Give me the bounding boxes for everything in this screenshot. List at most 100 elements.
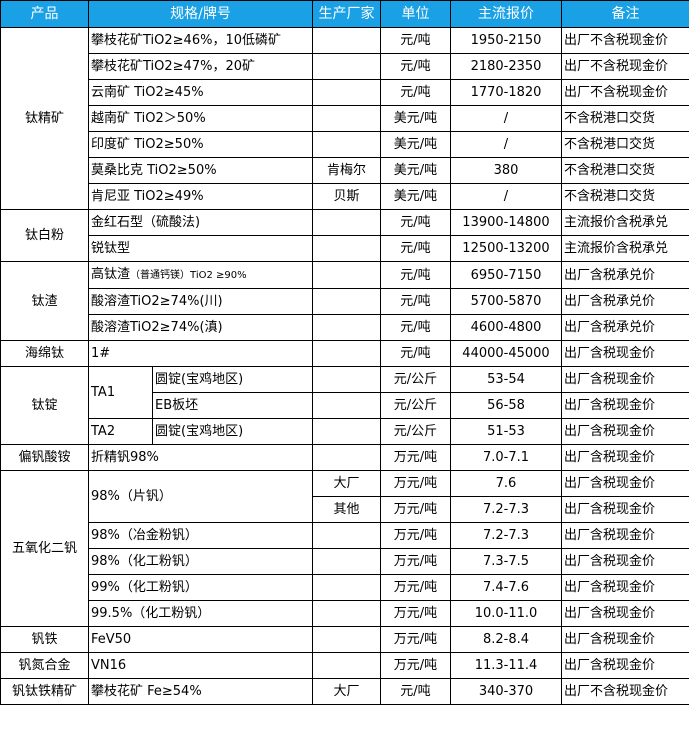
maker-cell bbox=[312, 79, 381, 106]
unit-cell: 万元/吨 bbox=[380, 574, 451, 601]
remark-cell: 不含税港口交货 bbox=[561, 183, 689, 210]
spec-cell: 越南矿 TiO2＞50% bbox=[88, 105, 313, 132]
price-cell: 7.2-7.3 bbox=[450, 522, 562, 549]
table-row: 钛锭 TA1 圆锭(宝鸡地区) 元/公斤 53-54 出厂含税现金价 bbox=[0, 366, 689, 445]
price-table: 产品 规格/牌号 生产厂家 单位 主流报价 备注 钛精矿 攀枝花矿TiO2≥46%… bbox=[0, 0, 689, 705]
unit-cell: 万元/吨 bbox=[380, 496, 451, 523]
price-cell: / bbox=[450, 105, 562, 132]
table-row: 钒钛铁精矿 攀枝花矿 Fe≥54% 大厂 元/吨 340-370 出厂不含税现金价 bbox=[0, 678, 689, 705]
unit-cell: 万元/吨 bbox=[380, 548, 451, 575]
price-cell: 380 bbox=[450, 157, 562, 184]
price-cell: 5700-5870 bbox=[450, 288, 562, 315]
unit-cell: 万元/吨 bbox=[380, 444, 451, 471]
unit-cell: 元/吨 bbox=[380, 53, 451, 80]
table-row: 海绵钛 1# 元/吨 44000-45000 出厂含税现金价 bbox=[0, 340, 689, 367]
maker-cell bbox=[312, 209, 381, 236]
remark-cell: 出厂含税现金价 bbox=[561, 652, 689, 679]
maker-cell bbox=[312, 418, 381, 445]
price-cell: 6950-7150 bbox=[450, 261, 562, 289]
product-cell: 钒氮合金 bbox=[0, 652, 89, 679]
sub-spec-cell: 圆锭(宝鸡地区) bbox=[152, 366, 313, 393]
unit-cell: 元/吨 bbox=[380, 209, 451, 236]
unit-cell: 元/吨 bbox=[380, 27, 451, 54]
remark-cell: 出厂含税承兑价 bbox=[561, 314, 689, 341]
table-row: 99%（化工粉钒） 万元/吨 7.4-7.6 出厂含税现金价 bbox=[1, 574, 689, 601]
maker-cell bbox=[312, 53, 381, 80]
unit-cell: 元/吨 bbox=[380, 235, 451, 262]
spec-cell: 攀枝花矿 Fe≥54% bbox=[88, 678, 313, 705]
remark-cell: 出厂含税现金价 bbox=[561, 366, 689, 393]
spec-cell: 99%（化工粉钒） bbox=[88, 574, 313, 601]
unit-cell: 元/吨 bbox=[380, 79, 451, 106]
price-cell: 56-58 bbox=[450, 392, 562, 419]
maker-cell: 大厂 bbox=[312, 678, 381, 705]
maker-cell bbox=[312, 261, 381, 289]
price-cell: 12500-13200 bbox=[450, 235, 562, 262]
price-cell: / bbox=[450, 183, 562, 210]
price-cell: 1950-2150 bbox=[450, 27, 562, 54]
spec-cell: 高钛渣（普通钙镁）TiO2 ≥90% bbox=[88, 261, 313, 289]
remark-cell: 出厂含税现金价 bbox=[561, 548, 689, 575]
price-cell: 10.0-11.0 bbox=[450, 600, 562, 627]
maker-cell bbox=[312, 444, 381, 471]
header-row: 产品 规格/牌号 生产厂家 单位 主流报价 备注 bbox=[0, 0, 689, 28]
unit-cell: 元/吨 bbox=[380, 261, 451, 289]
maker-cell bbox=[312, 600, 381, 627]
price-cell: 11.3-11.4 bbox=[450, 652, 562, 679]
unit-cell: 元/吨 bbox=[380, 340, 451, 367]
price-cell: 53-54 bbox=[450, 366, 562, 393]
header-maker: 生产厂家 bbox=[312, 0, 381, 28]
unit-cell: 美元/吨 bbox=[380, 157, 451, 184]
price-cell: 51-53 bbox=[450, 418, 562, 445]
unit-cell: 万元/吨 bbox=[380, 652, 451, 679]
header-unit: 单位 bbox=[380, 0, 451, 28]
maker-cell bbox=[312, 314, 381, 341]
maker-cell: 大厂 bbox=[312, 470, 381, 497]
table-row: 钒氮合金 VN16 万元/吨 11.3-11.4 出厂含税现金价 bbox=[0, 652, 689, 679]
remark-cell: 出厂含税现金价 bbox=[561, 444, 689, 471]
table-row: 攀枝花矿TiO2≥47%，20矿 元/吨 2180-2350 出厂不含税现金价 bbox=[1, 53, 689, 80]
remark-cell: 出厂不含税现金价 bbox=[561, 27, 689, 54]
table-row: 云南矿 TiO2≥45% 元/吨 1770-1820 出厂不含税现金价 bbox=[1, 79, 689, 106]
spec-cell: 99.5%（化工粉钒） bbox=[88, 600, 313, 627]
remark-cell: 出厂含税承兑价 bbox=[561, 288, 689, 315]
table-row: 钛渣 高钛渣（普通钙镁）TiO2 ≥90% 元/吨 6950-7150 出厂含税承兑价 bbox=[0, 261, 689, 341]
remark-cell: 出厂不含税现金价 bbox=[561, 53, 689, 80]
product-cell: 五氧化二钒 bbox=[0, 470, 89, 627]
unit-cell: 美元/吨 bbox=[380, 105, 451, 132]
spec-cell: VN16 bbox=[88, 652, 313, 679]
header-product: 产品 bbox=[0, 0, 89, 28]
price-cell: 4600-4800 bbox=[450, 314, 562, 341]
remark-cell: 出厂含税现金价 bbox=[561, 496, 689, 523]
spec-cell: 莫桑比克 TiO2≥50% bbox=[88, 157, 313, 184]
product-cell: 偏钒酸铵 bbox=[0, 444, 89, 471]
maker-cell bbox=[312, 105, 381, 132]
unit-cell: 元/吨 bbox=[380, 288, 451, 315]
remark-cell: 出厂含税现金价 bbox=[561, 600, 689, 627]
unit-cell: 美元/吨 bbox=[380, 131, 451, 158]
product-cell: 钒铁 bbox=[0, 626, 89, 653]
spec-cell: 98%（冶金粉钒） bbox=[88, 522, 313, 549]
remark-cell: 出厂含税现金价 bbox=[561, 522, 689, 549]
unit-cell: 元/公斤 bbox=[380, 392, 451, 419]
spec-cell: TA2 bbox=[88, 418, 153, 445]
remark-cell: 不含税港口交货 bbox=[561, 105, 689, 132]
table-row: 99.5%（化工粉钒） 万元/吨 10.0-11.0 出厂含税现金价 bbox=[1, 600, 689, 627]
price-cell: 7.2-7.3 bbox=[450, 496, 562, 523]
unit-cell: 美元/吨 bbox=[380, 183, 451, 210]
table-row: 酸溶渣TiO2≥74%(滇) 元/吨 4600-4800 出厂含税承兑价 bbox=[1, 314, 689, 341]
maker-cell bbox=[312, 652, 381, 679]
maker-cell bbox=[312, 548, 381, 575]
maker-cell bbox=[312, 288, 381, 315]
spec-cell: 金红石型（硫酸法) bbox=[88, 209, 313, 236]
table-row: 偏钒酸铵 折精钒98% 万元/吨 7.0-7.1 出厂含税现金价 bbox=[0, 444, 689, 471]
spec-cell: 云南矿 TiO2≥45% bbox=[88, 79, 313, 106]
maker-cell bbox=[312, 27, 381, 54]
product-cell: 海绵钛 bbox=[0, 340, 89, 367]
remark-cell: 出厂含税现金价 bbox=[561, 626, 689, 653]
product-cell: 钒钛铁精矿 bbox=[0, 678, 89, 705]
remark-cell: 主流报价含税承兑 bbox=[561, 209, 689, 236]
maker-cell bbox=[312, 131, 381, 158]
unit-cell: 元/公斤 bbox=[380, 418, 451, 445]
remark-cell: 主流报价含税承兑 bbox=[561, 235, 689, 262]
